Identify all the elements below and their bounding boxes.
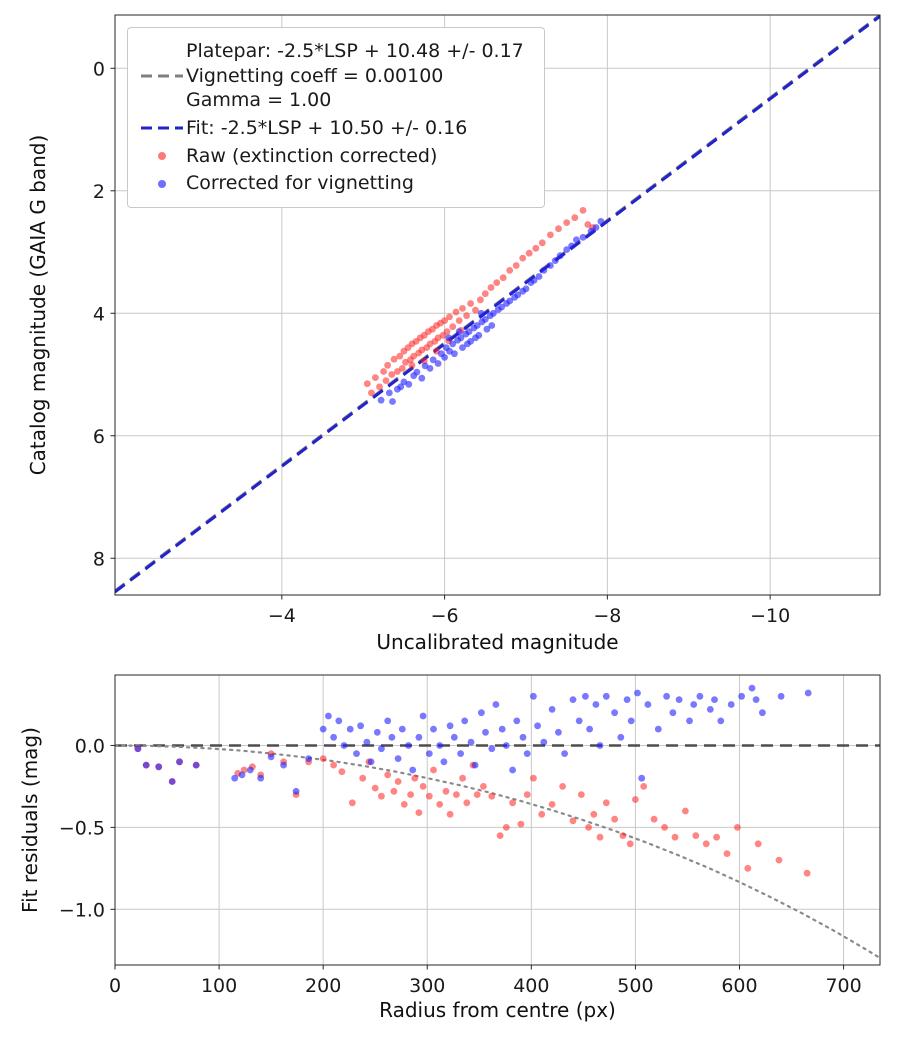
legend: Platepar: -2.5*LSP + 10.48 +/- 0.17 Vigne… [127,27,545,209]
axes-frame [114,14,881,596]
corrected-for-vignetting-points [377,218,605,405]
svg-text:0: 0 [109,975,121,997]
legend-entry-label: Raw (extinction corrected) [186,144,438,167]
svg-text:300: 300 [409,975,445,997]
svg-text:4: 4 [93,303,105,325]
svg-text:0.0: 0.0 [75,735,105,757]
bottom-y-axis-label: Fit residuals (mag) [18,727,42,913]
dashed-line-swatch-icon [138,118,186,138]
top-x-axis-label: Uncalibrated magnitude [376,630,619,654]
residuals-chart: 0 100 200 300 400 500 600 700 0.0 −0.5 −1.0 [59,674,881,997]
fit-line [115,15,880,594]
raw-extinction-corrected-points [363,207,597,397]
top-y-axis-label: Catalog magnitude (GAIA G band) [26,134,50,476]
legend-entry-label: Fit: -2.5*LSP + 10.50 +/- 0.16 [186,117,468,140]
svg-text:−6: −6 [431,605,459,627]
legend-entry-raw: Raw (extinction corrected) [138,144,524,169]
svg-text:700: 700 [825,975,861,997]
svg-text:−4: −4 [268,605,296,627]
legend-entry-label: Corrected for vignetting [186,172,414,195]
legend-entry-fit: Fit: -2.5*LSP + 10.50 +/- 0.16 [138,116,524,141]
corrected-residuals-points [134,684,812,795]
grid-lines [114,675,880,965]
svg-text:0: 0 [93,58,105,80]
svg-text:−1.0: −1.0 [59,899,105,921]
svg-text:6: 6 [93,426,105,448]
bottom-x-axis-label: Radius from centre (px) [379,998,616,1022]
legend-entry-label: Platepar: -2.5*LSP + 10.48 +/- 0.17 Vigne… [186,40,524,112]
tick-labels: −4 −6 −8 −10 0 2 4 6 8 [93,58,790,627]
vignetting-model-curve [115,744,880,960]
svg-text:400: 400 [513,975,549,997]
svg-text:−8: −8 [593,605,621,627]
tick-labels: 0 100 200 300 400 500 600 700 0.0 −0.5 −1.0 [59,735,862,997]
svg-text:2: 2 [93,181,105,203]
svg-text:500: 500 [617,975,653,997]
dashed-line-swatch-icon [138,66,186,86]
dot-marker-icon [138,146,186,166]
svg-text:−0.5: −0.5 [59,817,105,839]
legend-entry-corrected: Corrected for vignetting [138,171,524,196]
axes-frame [114,674,881,966]
svg-text:100: 100 [201,975,237,997]
svg-text:8: 8 [93,548,105,570]
legend-entry-platepar: Platepar: -2.5*LSP + 10.48 +/- 0.17 Vigne… [138,39,524,113]
svg-text:200: 200 [305,975,341,997]
dot-marker-icon [138,174,186,194]
svg-text:600: 600 [721,975,757,997]
svg-text:−10: −10 [750,605,790,627]
